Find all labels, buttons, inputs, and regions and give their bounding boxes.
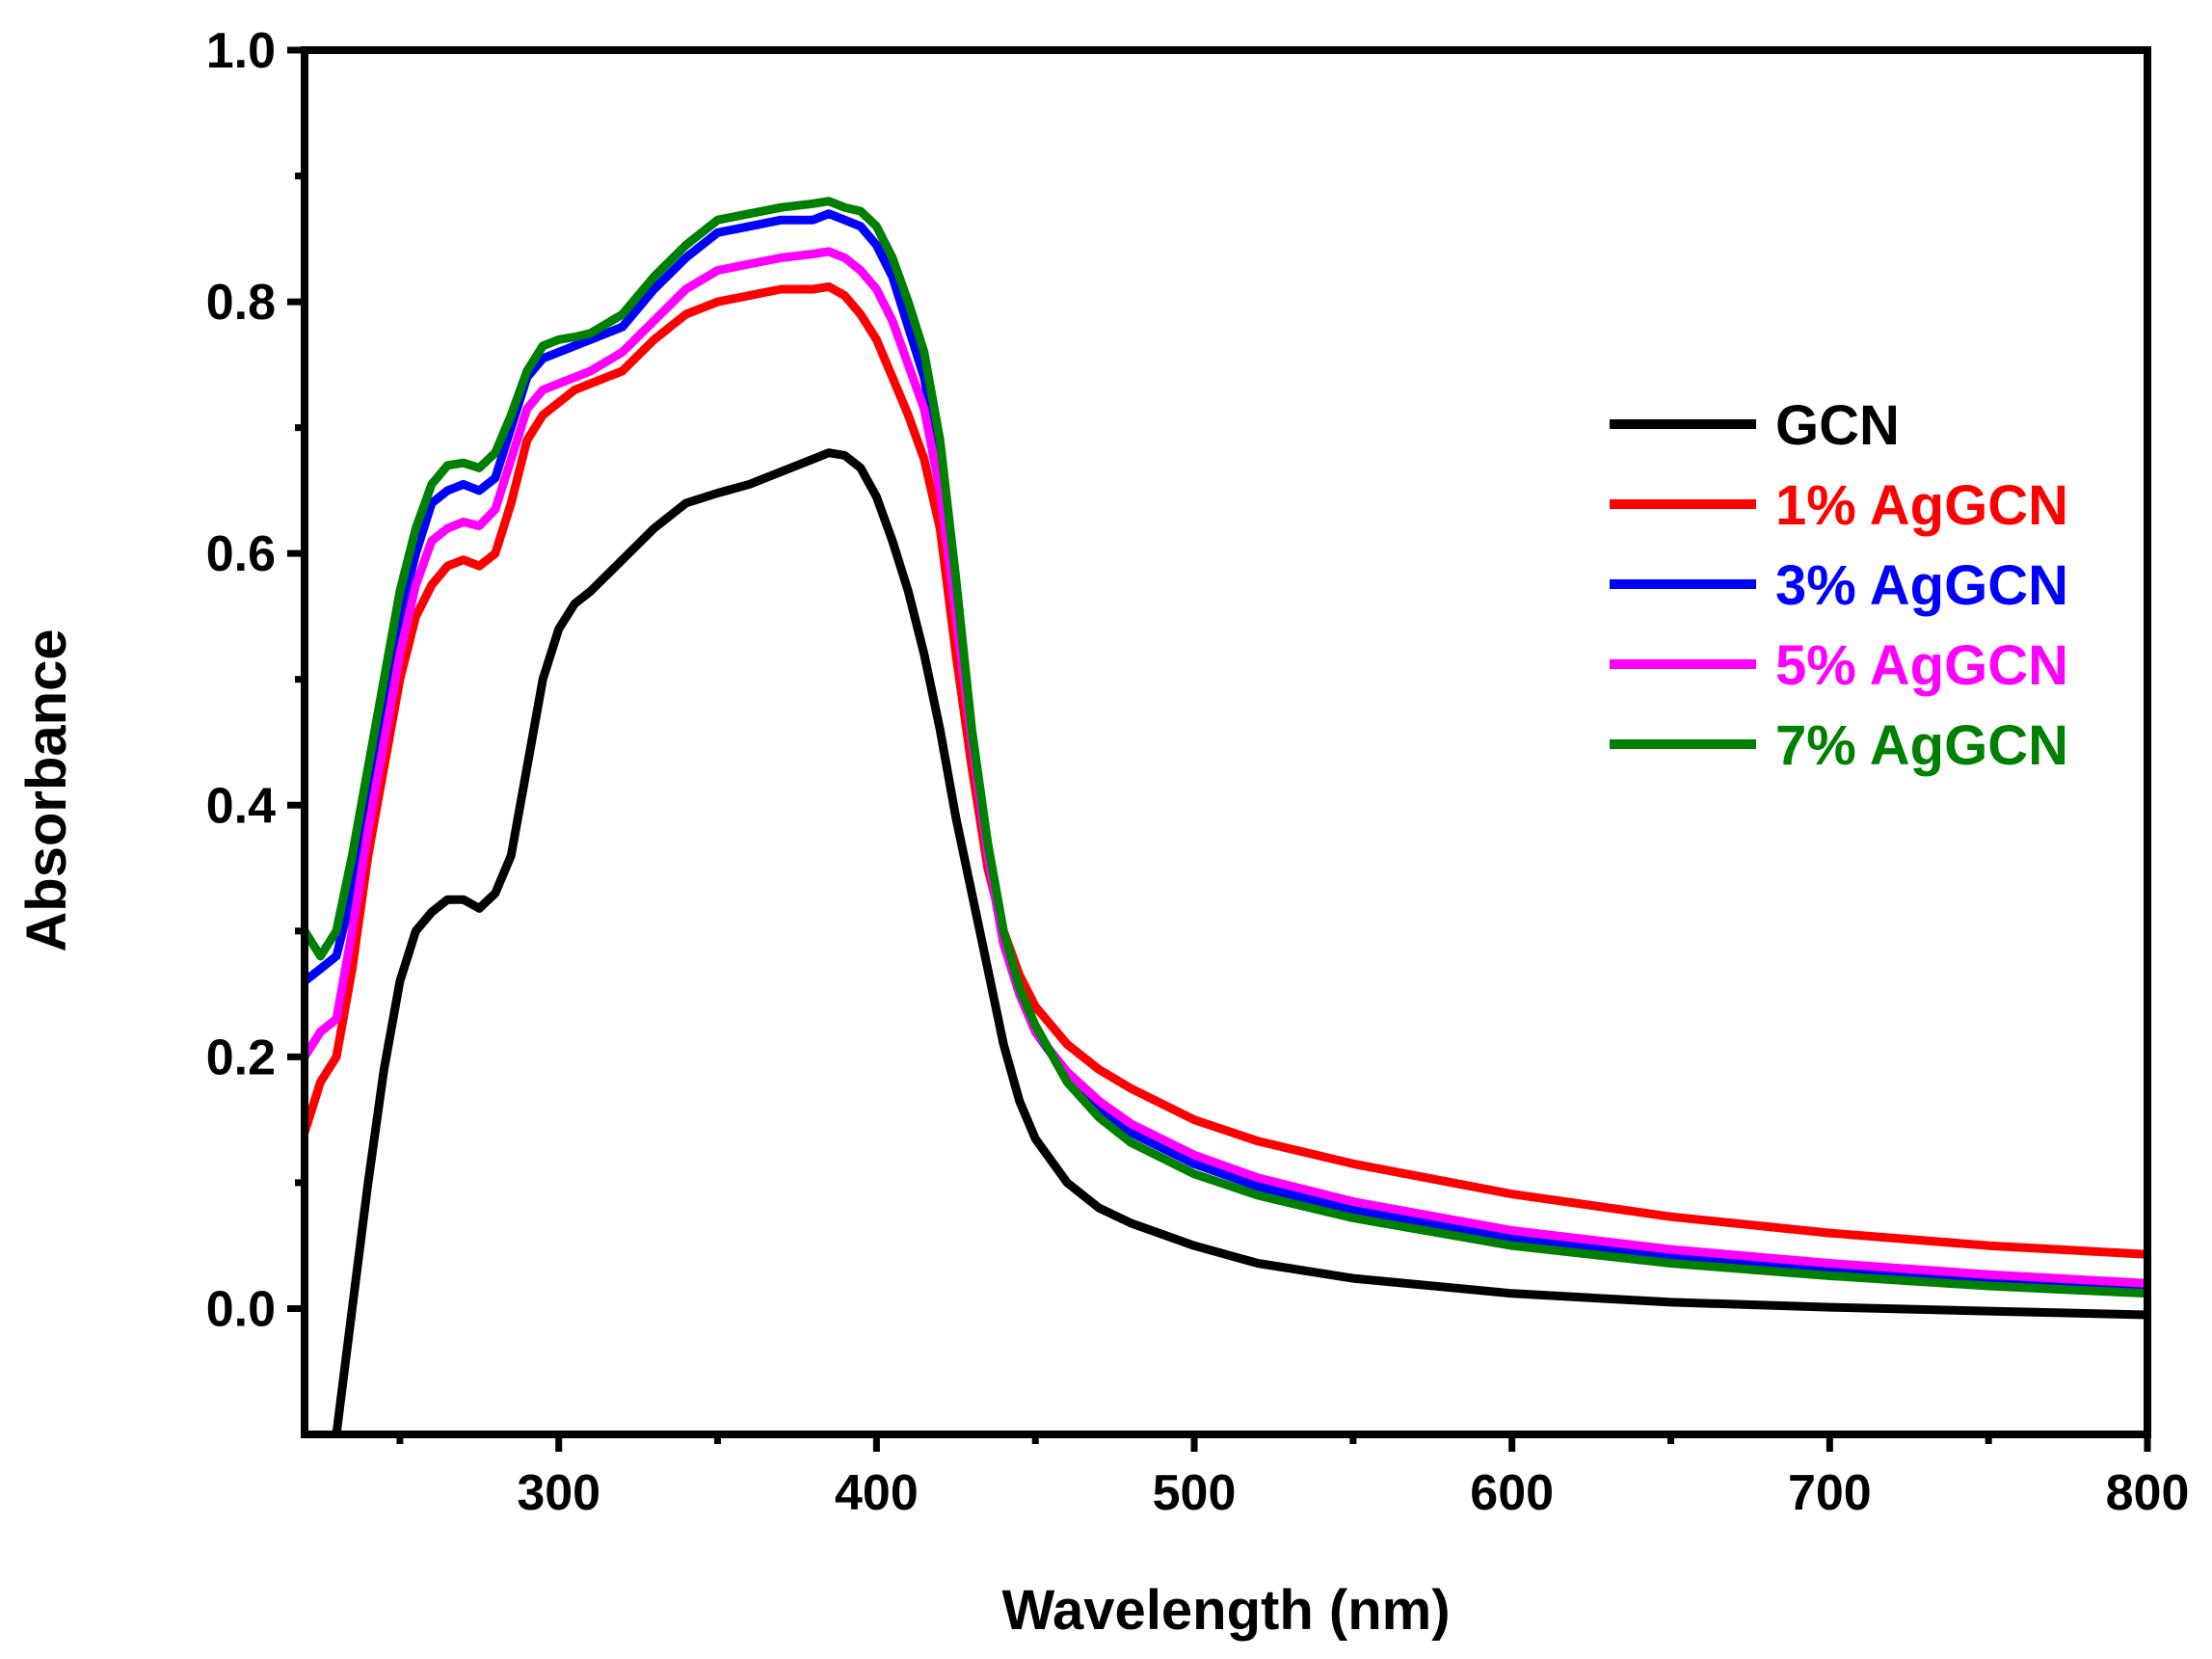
x-tick-label: 700: [1788, 1465, 1872, 1521]
x-tick-label: 400: [835, 1465, 919, 1521]
x-axis-ticks: 300 400 500 600 700 800: [396, 1434, 2190, 1521]
y-axis-title: Absorbance: [15, 629, 78, 951]
series-line-2: [305, 209, 2147, 1294]
x-tick-label: 500: [1153, 1465, 1237, 1521]
y-tick-label: 0.8: [206, 275, 276, 331]
y-tick-label: 1.0: [206, 23, 276, 79]
x-tick-label: 800: [2106, 1465, 2190, 1521]
y-tick-label: 0.4: [206, 778, 276, 834]
x-tick-label: 600: [1470, 1465, 1554, 1521]
series-line-0: [332, 448, 2147, 1434]
series-line-1: [305, 281, 2147, 1259]
legend-label-4: 7% AgGCN: [1775, 714, 2068, 777]
legend-label-0: GCN: [1775, 394, 1900, 457]
y-tick-label: 0.6: [206, 526, 276, 582]
series-group: [305, 197, 2147, 1434]
legend-label-1: 1% AgGCN: [1775, 474, 2068, 537]
y-tick-label: 0.0: [206, 1281, 276, 1337]
y-axis-ticks: 0.0 0.2 0.4 0.6 0.8 1.0: [206, 23, 305, 1337]
plot-frame: [301, 46, 2151, 1438]
y-tick-label: 0.2: [206, 1030, 276, 1085]
legend-label-2: 3% AgGCN: [1775, 554, 2068, 617]
series-line-3: [305, 247, 2147, 1288]
x-tick-label: 300: [517, 1465, 600, 1521]
x-axis-title: Wavelength (nm): [1001, 1579, 1450, 1642]
legend: GCN 1% AgGCN 3% AgGCN 5% AgGCN 7% AgGCN: [1610, 394, 2068, 777]
legend-label-3: 5% AgGCN: [1775, 634, 2068, 697]
series-line-4: [305, 197, 2147, 1298]
